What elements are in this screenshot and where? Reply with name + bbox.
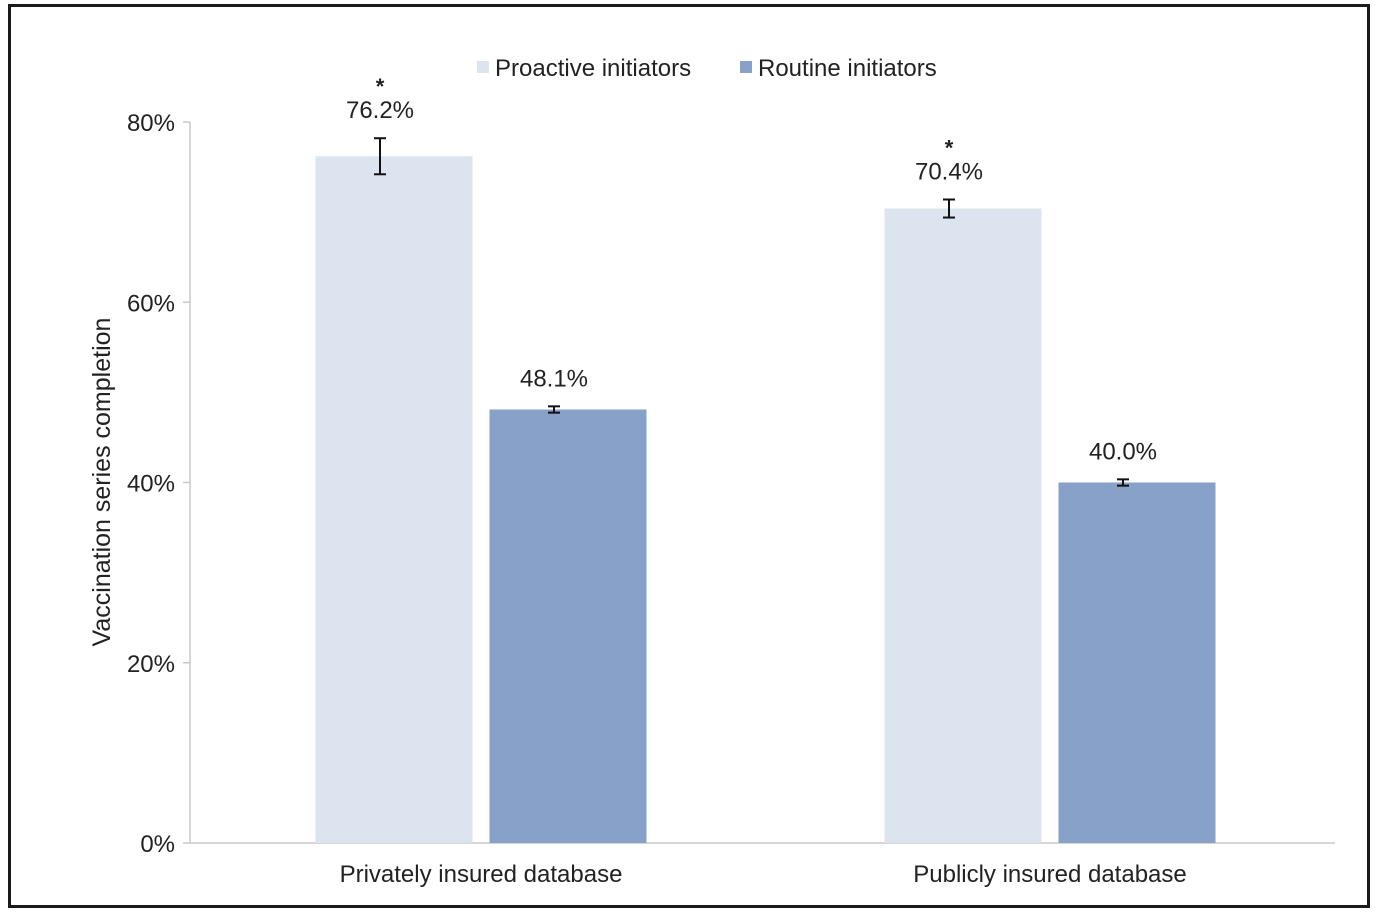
data-label: 40.0% xyxy=(1089,438,1157,465)
bar xyxy=(490,409,647,843)
bar xyxy=(316,156,473,843)
legend-label: Routine initiators xyxy=(758,55,937,82)
y-axis-label: Vaccination series completion xyxy=(88,318,116,647)
significance-marker: * xyxy=(376,74,385,99)
y-tick-label: 20% xyxy=(127,651,175,678)
legend-swatch xyxy=(477,61,489,73)
legend-label: Proactive initiators xyxy=(495,55,691,82)
y-tick-label: 0% xyxy=(140,831,175,858)
significance-marker: * xyxy=(945,136,954,161)
data-label: 48.1% xyxy=(520,365,588,392)
x-tick-label: Privately insured database xyxy=(340,861,623,888)
y-tick-label: 60% xyxy=(127,290,175,317)
data-label: 76.2% xyxy=(346,97,414,124)
legend: Proactive initiators Routine initiators xyxy=(477,55,937,82)
bars: 76.2%*48.1%70.4%*40.0% xyxy=(316,74,1216,843)
bar xyxy=(885,209,1042,843)
y-tick-label: 80% xyxy=(127,110,175,137)
legend-swatch xyxy=(740,61,752,73)
y-tick-label: 40% xyxy=(127,471,175,498)
data-label: 70.4% xyxy=(915,159,983,186)
x-tick-label: Publicly insured database xyxy=(913,861,1187,888)
bar xyxy=(1059,483,1216,844)
